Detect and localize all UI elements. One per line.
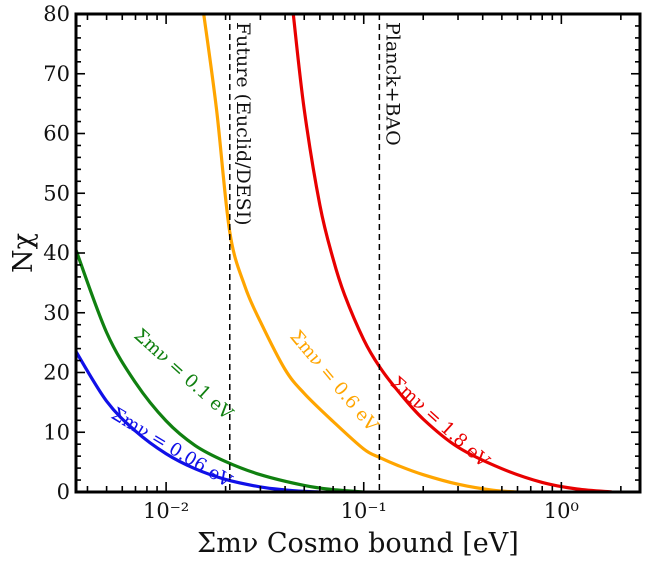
series-line-3 (291, 14, 612, 492)
y-tick-label-8: 80 (43, 2, 70, 26)
y-tick-label-5: 50 (43, 181, 70, 205)
curve-label-2: Σmν = 0.6 eV (285, 326, 382, 436)
x-tick-label-2: 10⁰ (544, 499, 579, 523)
reference-lines: Future (Euclid/DESI) Planck+BAO (229, 14, 403, 492)
curves (76, 14, 612, 492)
curve-label-3: Σmν = 1.8 eV (386, 373, 494, 473)
axis-tick-labels: 0 10 20 30 40 50 60 70 80 10⁻² 10⁻¹ 10⁰ (43, 2, 579, 523)
x-axis-title: Σmν Cosmo bound [eV] (197, 528, 519, 559)
series-line-1 (76, 249, 364, 492)
reference-line-label-0: Future (Euclid/DESI) (232, 22, 254, 226)
y-tick-label-0: 0 (57, 480, 70, 504)
y-axis-title: Nχ (8, 233, 39, 273)
plot-frame (74, 12, 642, 494)
y-tick-label-4: 40 (43, 241, 70, 265)
y-tick-label-3: 30 (43, 301, 70, 325)
y-tick-label-7: 70 (43, 62, 70, 86)
series-line-2 (202, 14, 518, 492)
reference-line-label-1: Planck+BAO (381, 22, 403, 146)
curve-label-1: Σmν = 0.1 eV (130, 325, 238, 425)
y-tick-label-1: 10 (43, 420, 70, 444)
y-tick-label-2: 20 (43, 361, 70, 385)
x-tick-label-0: 10⁻² (143, 499, 189, 523)
x-tick-label-1: 10⁻¹ (341, 499, 387, 523)
y-tick-label-6: 60 (43, 122, 70, 146)
